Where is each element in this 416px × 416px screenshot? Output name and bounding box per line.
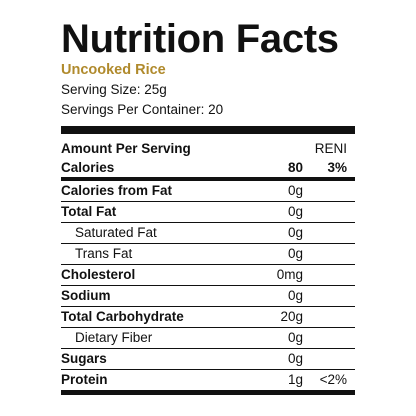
table-row: Cholesterol 0mg (61, 264, 355, 285)
nutrient-amount: 1g (287, 372, 303, 387)
table-row: Total Fat 0g (61, 201, 355, 222)
table-header-row: Amount Per Serving RENI (61, 139, 355, 158)
nutrient-label: Dietary Fiber (75, 330, 153, 345)
table-row: Sodium 0g (61, 285, 355, 306)
calories-row: Calories 80 3% (61, 158, 355, 177)
nutrition-title: Nutrition Facts (61, 17, 339, 61)
nutrient-amount: 20g (280, 309, 303, 324)
bottom-divider (61, 390, 355, 395)
table-row: Trans Fat 0g (61, 243, 355, 264)
medium-divider (61, 177, 355, 181)
nutrient-label: Cholesterol (61, 267, 136, 282)
nutrient-amount: 0g (287, 246, 303, 261)
table-row: Saturated Fat 0g (61, 222, 355, 243)
nutrient-dv: <2% (319, 372, 347, 387)
thick-divider (61, 126, 355, 134)
nutrient-amount: 0g (287, 183, 303, 198)
product-name: Uncooked Rice (61, 62, 166, 78)
table-row: Protein 1g <2% (61, 369, 355, 390)
nutrient-label: Total Carbohydrate (61, 309, 184, 324)
table-row: Dietary Fiber 0g (61, 327, 355, 348)
nutrient-amount: 0g (287, 351, 303, 366)
nutrient-table: Amount Per Serving RENI Calories 80 3% C… (61, 139, 355, 395)
serving-size: Serving Size: 25g (61, 82, 167, 97)
nutrient-label: Calories from Fat (61, 183, 173, 198)
table-row: Calories from Fat 0g (61, 181, 355, 201)
calories-amount: 80 (287, 160, 303, 175)
calories-dv: 3% (327, 160, 347, 175)
nutrient-amount: 0g (287, 225, 303, 240)
table-row: Total Carbohydrate 20g (61, 306, 355, 327)
nutrient-label: Protein (61, 372, 108, 387)
nutrient-amount: 0mg (276, 267, 303, 282)
nutrient-label: Saturated Fat (75, 225, 157, 240)
reni-column-label: RENI (314, 141, 347, 156)
nutrient-label: Total Fat (61, 204, 117, 219)
servings-per-container: Servings Per Container: 20 (61, 102, 224, 117)
calories-label: Calories (61, 160, 115, 175)
table-row: Sugars 0g (61, 348, 355, 369)
nutrient-label: Sugars (61, 351, 107, 366)
nutrient-label: Sodium (61, 288, 111, 303)
amount-per-serving-label: Amount Per Serving (61, 141, 191, 156)
nutrient-amount: 0g (287, 330, 303, 345)
nutrition-facts-panel: Nutrition Facts Uncooked Rice Serving Si… (61, 17, 355, 395)
nutrient-label: Trans Fat (75, 246, 133, 261)
nutrient-amount: 0g (287, 288, 303, 303)
nutrient-amount: 0g (287, 204, 303, 219)
